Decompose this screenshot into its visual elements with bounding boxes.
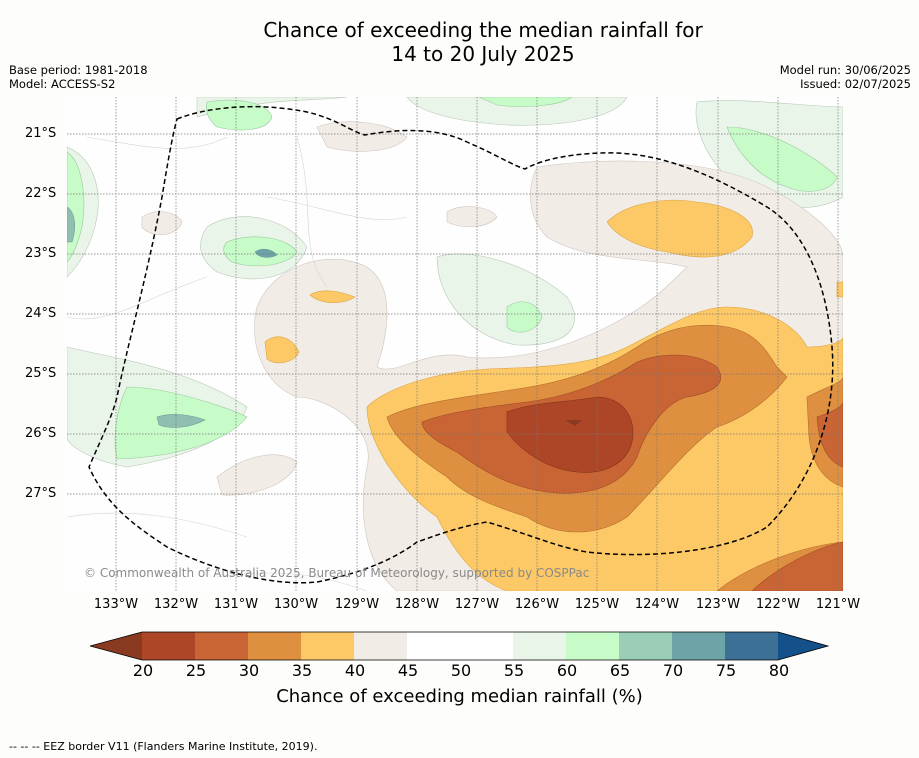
x-tick-122w: 122°W bbox=[755, 597, 801, 612]
y-tick-25s: 25°S bbox=[25, 366, 57, 381]
colorbar-swatch-70-75 bbox=[672, 632, 725, 660]
x-tick-129w: 129°W bbox=[334, 597, 380, 612]
colorbar-tick-20: 20 bbox=[132, 661, 154, 680]
colorbar-swatch-50-55 bbox=[460, 632, 513, 660]
colorbar-tick-30: 30 bbox=[238, 661, 260, 680]
title-line-1: Chance of exceeding the median rainfall … bbox=[263, 18, 703, 42]
colorbar-tick-80: 80 bbox=[768, 661, 790, 680]
colorbar-tick-70: 70 bbox=[662, 661, 684, 680]
colorbar-swatch-75-80 bbox=[725, 632, 778, 660]
x-tick-131w: 131°W bbox=[213, 597, 259, 612]
x-tick-124w: 124°W bbox=[634, 597, 680, 612]
colorbar-swatch-45-50 bbox=[407, 632, 460, 660]
colorbar-swatch-55-60 bbox=[513, 632, 566, 660]
colorbar-label: Chance of exceeding median rainfall (%) bbox=[276, 686, 643, 707]
colorbar-tick-75: 75 bbox=[715, 661, 737, 680]
x-tick-125w: 125°W bbox=[574, 597, 620, 612]
colorbar-min-arrow bbox=[90, 632, 142, 660]
meta-left: Base period: 1981-2018 Model: ACCESS-S2 bbox=[9, 63, 148, 91]
eez-border bbox=[88, 105, 834, 584]
title-line-2: 14 to 20 July 2025 bbox=[391, 42, 575, 66]
map-title: Chance of exceeding the median rainfall … bbox=[0, 18, 919, 66]
colorbar-tick-40: 40 bbox=[344, 661, 366, 680]
map-gridlines bbox=[67, 97, 843, 591]
x-tick-127w: 127°W bbox=[454, 597, 500, 612]
colorbar-tick-55: 55 bbox=[503, 661, 525, 680]
colorbar-tick-45: 45 bbox=[397, 661, 419, 680]
x-tick-133w: 133°W bbox=[93, 597, 139, 612]
y-tick-26s: 26°S bbox=[25, 426, 57, 441]
meta-right: Model run: 30/06/2025 Issued: 02/07/2025 bbox=[780, 63, 911, 91]
colorbar-swatch-25-30 bbox=[195, 632, 248, 660]
x-tick-128w: 128°W bbox=[394, 597, 440, 612]
colorbar-swatches bbox=[88, 631, 830, 661]
copyright-notice: © Commonwealth of Australia 2025, Bureau… bbox=[84, 566, 590, 580]
colorbar-tick-60: 60 bbox=[556, 661, 578, 680]
colorbar bbox=[88, 631, 830, 665]
colorbar-tick-50: 50 bbox=[450, 661, 472, 680]
y-tick-23s: 23°S bbox=[25, 246, 57, 261]
colorbar-swatch-20-25 bbox=[142, 632, 195, 660]
y-tick-21s: 21°S bbox=[25, 126, 57, 141]
colorbar-max-arrow bbox=[778, 632, 828, 660]
issued-date: Issued: 02/07/2025 bbox=[800, 77, 911, 91]
eez-footnote: -- -- -- EEZ border V11 (Flanders Marine… bbox=[9, 740, 318, 753]
x-tick-130w: 130°W bbox=[273, 597, 319, 612]
colorbar-swatch-35-40 bbox=[301, 632, 354, 660]
map-panel bbox=[66, 96, 844, 592]
model-name: Model: ACCESS-S2 bbox=[9, 77, 116, 91]
y-tick-27s: 27°S bbox=[25, 486, 57, 501]
zone-65-75 bbox=[66, 206, 278, 428]
zone-below-20 bbox=[565, 420, 582, 426]
model-run: Model run: 30/06/2025 bbox=[779, 63, 911, 77]
rainfall-map bbox=[66, 96, 844, 592]
colorbar-tick-25: 25 bbox=[185, 661, 207, 680]
x-tick-123w: 123°W bbox=[695, 597, 741, 612]
x-tick-126w: 126°W bbox=[514, 597, 560, 612]
y-tick-24s: 24°S bbox=[25, 306, 57, 321]
y-tick-22s: 22°S bbox=[25, 186, 57, 201]
colorbar-swatch-40-45 bbox=[354, 632, 407, 660]
base-period: Base period: 1981-2018 bbox=[9, 63, 148, 77]
colorbar-tick-35: 35 bbox=[291, 661, 313, 680]
x-tick-121w: 121°W bbox=[815, 597, 861, 612]
x-tick-132w: 132°W bbox=[153, 597, 199, 612]
colorbar-swatch-60-65 bbox=[566, 632, 619, 660]
colorbar-swatch-65-70 bbox=[619, 632, 672, 660]
zone-20-25 bbox=[506, 396, 634, 473]
colorbar-outline bbox=[88, 631, 830, 661]
colorbar-tick-65: 65 bbox=[609, 661, 631, 680]
colorbar-swatch-30-35 bbox=[248, 632, 301, 660]
